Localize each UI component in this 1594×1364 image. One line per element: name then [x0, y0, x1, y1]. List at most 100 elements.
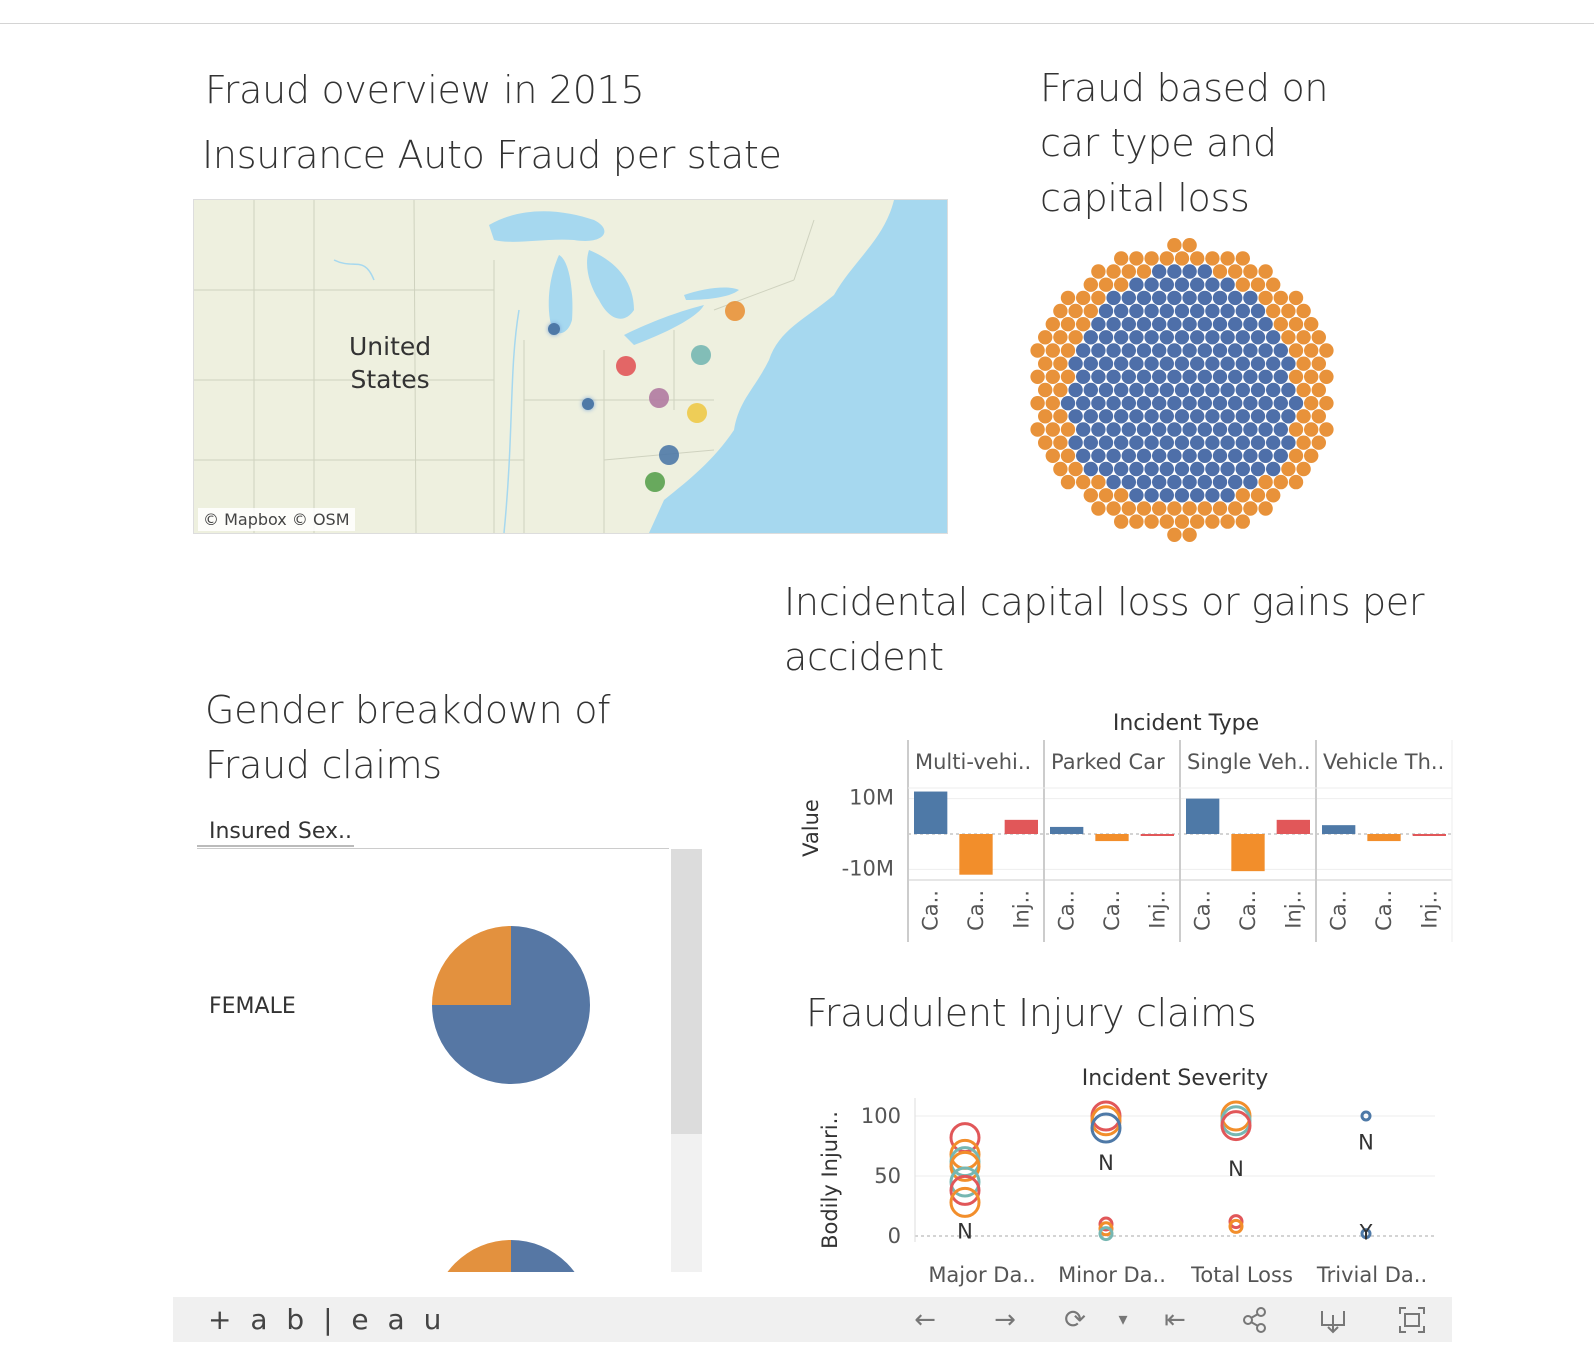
- bubble[interactable]: [1076, 448, 1091, 463]
- bubble[interactable]: [1060, 317, 1076, 332]
- bubble[interactable]: [1273, 396, 1288, 411]
- bubble[interactable]: [1121, 474, 1136, 490]
- bubble[interactable]: [1228, 264, 1243, 279]
- bubble[interactable]: [1076, 369, 1091, 384]
- scatter-point[interactable]: [1228, 1214, 1244, 1230]
- bubble[interactable]: [1258, 317, 1273, 332]
- bubble[interactable]: [1182, 343, 1197, 358]
- bubble[interactable]: [1083, 303, 1098, 319]
- bubble[interactable]: [1136, 290, 1152, 306]
- bubble[interactable]: [1038, 435, 1053, 450]
- share-icon[interactable]: [1238, 1305, 1272, 1335]
- bubble[interactable]: [1091, 264, 1106, 279]
- redo-icon[interactable]: ⟳: [1064, 1305, 1086, 1335]
- bubble[interactable]: [1038, 382, 1053, 398]
- bubble[interactable]: [1190, 409, 1205, 424]
- bubble[interactable]: [1053, 461, 1068, 477]
- bubble[interactable]: [1182, 448, 1197, 463]
- bubble[interactable]: [1167, 396, 1182, 411]
- bubble[interactable]: [1083, 461, 1098, 477]
- bubble[interactable]: [1159, 251, 1174, 266]
- bubble[interactable]: [1121, 264, 1136, 279]
- scatter-point[interactable]: [949, 1186, 981, 1218]
- bubble[interactable]: [1190, 330, 1205, 345]
- bubble[interactable]: [1190, 488, 1205, 503]
- bubble[interactable]: [1174, 330, 1190, 345]
- bubble[interactable]: [1144, 435, 1159, 450]
- capital-bar-chart[interactable]: Incident Type Value 10M -10M Multi-vehi.. Ca.…: [790, 700, 1460, 950]
- bubble[interactable]: [1205, 277, 1220, 292]
- bubble[interactable]: [1228, 317, 1243, 332]
- scatter-point[interactable]: [1228, 1218, 1244, 1234]
- bubble[interactable]: [1182, 238, 1197, 253]
- bubble[interactable]: [1045, 343, 1060, 358]
- bubble[interactable]: [1068, 356, 1083, 371]
- bubble[interactable]: [1083, 488, 1098, 503]
- bubble[interactable]: [1205, 435, 1220, 450]
- bubble[interactable]: [1091, 422, 1106, 437]
- bubble[interactable]: [1167, 422, 1182, 437]
- bubble[interactable]: [1068, 382, 1083, 398]
- bubble[interactable]: [1114, 461, 1129, 477]
- bubble[interactable]: [1106, 317, 1121, 332]
- bubble[interactable]: [1266, 303, 1281, 319]
- bubble[interactable]: [1220, 356, 1235, 371]
- bubble[interactable]: [1182, 422, 1197, 437]
- bubble[interactable]: [1136, 264, 1152, 279]
- bubble[interactable]: [1220, 461, 1235, 477]
- bubble[interactable]: [1319, 343, 1334, 358]
- map-attribution[interactable]: © Mapbox © OSM: [198, 508, 355, 531]
- scatter-point[interactable]: [1098, 1226, 1114, 1242]
- bubble[interactable]: [1083, 277, 1098, 292]
- bubble[interactable]: [1174, 514, 1190, 529]
- bubble[interactable]: [1114, 488, 1129, 503]
- bubble[interactable]: [1220, 251, 1235, 266]
- bubble[interactable]: [1273, 317, 1288, 332]
- bubble[interactable]: [1258, 422, 1273, 437]
- forward-icon[interactable]: →: [994, 1305, 1016, 1335]
- map-marker[interactable]: [725, 301, 745, 321]
- scatter-point[interactable]: [1098, 1221, 1114, 1237]
- bubble[interactable]: [1152, 369, 1167, 384]
- bubble[interactable]: [1076, 317, 1091, 332]
- bubble[interactable]: [1114, 356, 1129, 371]
- bubble[interactable]: [1045, 369, 1060, 384]
- bubble[interactable]: [1235, 514, 1250, 529]
- bubble[interactable]: [1053, 303, 1068, 319]
- bubble[interactable]: [1159, 435, 1174, 450]
- bubble[interactable]: [1197, 369, 1212, 384]
- bubble[interactable]: [1060, 343, 1076, 358]
- bubble[interactable]: [1129, 514, 1144, 529]
- bubble[interactable]: [1228, 290, 1243, 306]
- bubble[interactable]: [1212, 317, 1228, 332]
- bubble[interactable]: [1243, 422, 1258, 437]
- bubble[interactable]: [1235, 461, 1250, 477]
- bubble[interactable]: [1152, 317, 1167, 332]
- bubble[interactable]: [1311, 382, 1326, 398]
- bubble[interactable]: [1197, 396, 1212, 411]
- bubble[interactable]: [1045, 396, 1060, 411]
- bubble[interactable]: [1038, 356, 1053, 371]
- bubble[interactable]: [1220, 330, 1235, 345]
- bubble[interactable]: [1068, 330, 1083, 345]
- bubble[interactable]: [1106, 396, 1121, 411]
- bubble[interactable]: [1190, 382, 1205, 398]
- bubble[interactable]: [1060, 422, 1076, 437]
- bubble[interactable]: [1076, 422, 1091, 437]
- bubble[interactable]: [1167, 317, 1182, 332]
- bubble[interactable]: [1266, 330, 1281, 345]
- bubble[interactable]: [1083, 356, 1098, 371]
- bubble[interactable]: [1083, 435, 1098, 450]
- car-type-bubble-chart[interactable]: [1025, 238, 1340, 548]
- bubble[interactable]: [1205, 409, 1220, 424]
- bubble[interactable]: [1250, 330, 1266, 345]
- bubble[interactable]: [1091, 317, 1106, 332]
- bubble[interactable]: [1114, 277, 1129, 292]
- bubble[interactable]: [1121, 448, 1136, 463]
- bubble[interactable]: [1106, 501, 1121, 516]
- bubble[interactable]: [1288, 369, 1304, 384]
- bubble[interactable]: [1068, 461, 1083, 477]
- bubble[interactable]: [1144, 514, 1159, 529]
- bubble[interactable]: [1258, 396, 1273, 411]
- bubble[interactable]: [1076, 474, 1091, 490]
